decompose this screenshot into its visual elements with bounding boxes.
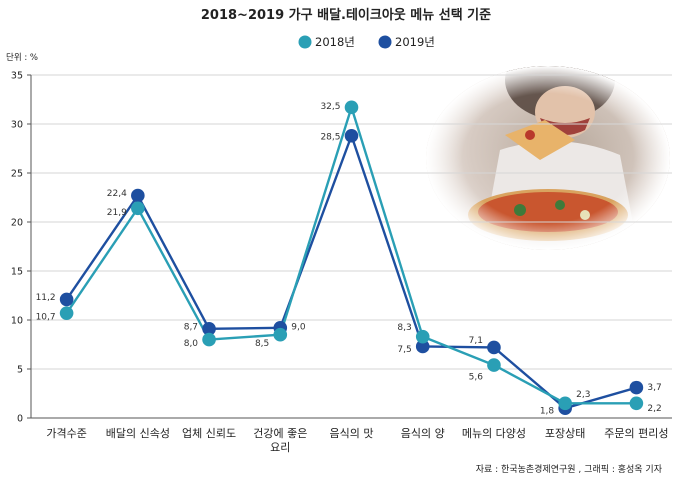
data-point-0-7 [558, 396, 572, 411]
value-label-0-6: 5,6 [469, 373, 484, 383]
value-label-1-4: 28,5 [320, 132, 340, 142]
data-point-0-8 [629, 396, 644, 411]
value-label-1-6: 7,1 [469, 336, 483, 346]
series-points [59, 100, 644, 416]
data-point-1-6 [487, 340, 501, 355]
legend-label-0: 2018년 [315, 35, 355, 49]
chart-title: 2018~2019 가구 배달.테이크아웃 메뉴 선택 기준 [201, 7, 491, 23]
value-label-0-7: 2,3 [576, 390, 590, 400]
y-tick-label: 20 [11, 218, 23, 229]
value-label-0-3: 8,5 [255, 339, 269, 349]
value-label-1-3: 9,0 [291, 322, 306, 332]
y-tick-label: 25 [11, 169, 23, 180]
data-point-0-1 [131, 201, 145, 216]
data-point-1-8 [629, 380, 644, 395]
y-tick-label: 35 [11, 71, 23, 82]
x-category-label: 배달의 신속성 [106, 427, 170, 440]
legend: 2018년 2019년 [298, 35, 435, 49]
y-tick-label: 10 [11, 316, 23, 327]
x-category-label: 가격수준 [46, 427, 86, 440]
y-tick-label: 0 [17, 414, 23, 425]
x-category-label: 주문의 편리성 [604, 427, 668, 440]
data-point-1-2 [202, 322, 216, 336]
legend-marker-1 [378, 35, 392, 49]
legend-label-1: 2019년 [395, 35, 435, 49]
x-category-label: 업체 신뢰도 [182, 427, 236, 440]
x-category-label: 건강에 좋은 [253, 427, 307, 440]
value-label-0-4: 32,5 [320, 102, 340, 112]
x-category-label: 음식의 양 [401, 427, 445, 440]
value-labels: 10,7 21,9 8,0 8,5 32,5 8,3 5,6 2,3 2,2 11,2 22,4 8,… [36, 102, 662, 417]
grid [31, 74, 672, 370]
x-category-label: 포장상태 [545, 427, 585, 440]
x-category-label: 음식의 맛 [330, 427, 374, 440]
data-point-0-4 [344, 100, 359, 115]
source-note: 자료 : 한국농촌경제연구원 , 그래픽 : 홍성옥 기자 [476, 463, 663, 475]
data-point-0-6 [487, 358, 501, 372]
value-label-0-1: 21,9 [107, 208, 127, 218]
woman-eating-pizza-photo [426, 66, 670, 250]
y-tick-label: 30 [11, 120, 23, 131]
y-tick-label: 15 [11, 267, 23, 278]
unit-label: 단위 : % [6, 52, 38, 63]
data-point-0-2 [202, 332, 216, 347]
value-label-1-2: 8,7 [184, 322, 198, 332]
data-point-1-5 [415, 339, 430, 354]
x-category-label: 요리 [270, 441, 290, 454]
value-label-1-5: 7,5 [397, 345, 411, 355]
value-label-1-1: 22,4 [107, 189, 127, 199]
y-tick-label: 5 [17, 365, 23, 376]
y-tick-labels: 0 5 10 15 20 25 30 35 [11, 71, 23, 425]
x-category-label: 메뉴의 다양성 [462, 427, 526, 440]
data-point-0-3 [273, 327, 288, 342]
data-point-1-4 [344, 128, 359, 143]
value-label-1-0: 11,2 [36, 293, 56, 303]
axes [27, 74, 672, 419]
data-point-0-0 [59, 306, 74, 320]
value-label-0-0: 10,7 [36, 313, 56, 323]
data-point-1-1 [131, 188, 145, 203]
value-label-0-5: 8,3 [397, 323, 411, 333]
data-point-0-5 [415, 329, 430, 344]
value-label-0-2: 8,0 [184, 339, 199, 349]
legend-marker-0 [298, 35, 312, 49]
value-label-0-8: 2,2 [647, 404, 661, 414]
value-label-1-8: 3,7 [647, 383, 661, 393]
data-point-1-0 [59, 292, 74, 307]
value-label-1-7: 1,8 [540, 407, 555, 417]
